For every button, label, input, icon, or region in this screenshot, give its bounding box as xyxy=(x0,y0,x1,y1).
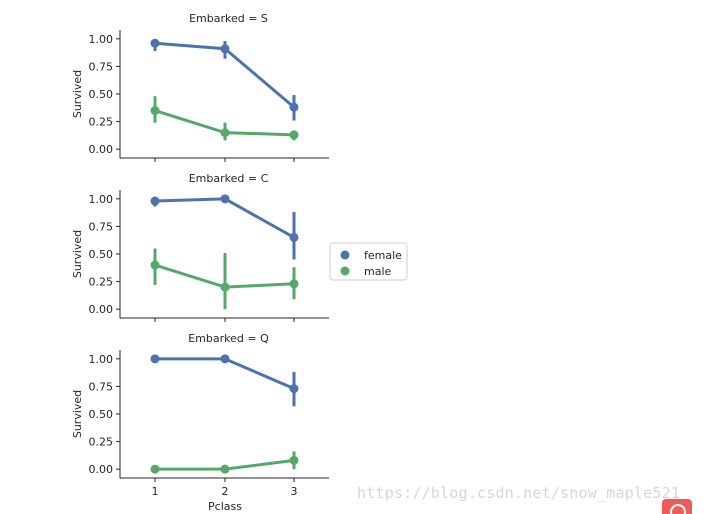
y-tick-label: 0.25 xyxy=(89,116,114,129)
data-point-female xyxy=(220,194,230,204)
data-point-female xyxy=(150,38,160,48)
data-point-male xyxy=(289,130,299,140)
y-tick-label: 0.25 xyxy=(89,436,114,449)
y-axis-label: Survived xyxy=(71,230,84,278)
y-tick-label: 0.75 xyxy=(89,220,114,233)
x-tick-label: 3 xyxy=(291,485,298,498)
data-point-male xyxy=(220,128,230,138)
x-axis-label: Pclass xyxy=(208,500,242,513)
y-tick-label: 1.00 xyxy=(89,33,114,46)
data-point-male xyxy=(150,106,160,116)
x-tick-label: 1 xyxy=(152,485,159,498)
legend-label-female: female xyxy=(364,249,402,262)
panel-title: Embarked = S xyxy=(189,12,268,25)
data-point-male xyxy=(150,464,160,474)
panel-title: Embarked = C xyxy=(189,172,269,185)
data-point-male xyxy=(220,282,230,292)
y-tick-label: 0.75 xyxy=(89,380,114,393)
x-tick-label: 2 xyxy=(222,485,229,498)
y-axis-label: Survived xyxy=(71,70,84,118)
data-point-female xyxy=(220,44,230,54)
y-tick-label: 0.50 xyxy=(89,88,114,101)
y-tick-label: 0.00 xyxy=(89,143,114,156)
y-tick-label: 0.25 xyxy=(89,276,114,289)
data-point-male xyxy=(289,279,299,289)
y-tick-label: 0.75 xyxy=(89,60,114,73)
data-point-female xyxy=(150,196,160,206)
data-point-female xyxy=(289,384,299,394)
y-tick-label: 0.00 xyxy=(89,303,114,316)
data-point-male xyxy=(150,260,160,270)
y-tick-label: 0.50 xyxy=(89,408,114,421)
y-axis-label: Survived xyxy=(71,390,84,438)
panel-title: Embarked = Q xyxy=(188,332,269,345)
y-tick-label: 0.50 xyxy=(89,248,114,261)
series-line-female xyxy=(153,197,296,239)
legend-marker-male xyxy=(340,266,350,276)
data-point-female xyxy=(289,102,299,112)
legend-marker-female xyxy=(340,250,350,260)
data-point-female xyxy=(150,354,160,364)
data-point-female xyxy=(289,232,299,242)
watermark-url: https://blog.csdn.net/snow_maple521 xyxy=(357,484,681,502)
y-tick-label: 1.00 xyxy=(89,353,114,366)
data-point-male xyxy=(220,464,230,474)
y-tick-label: 0.00 xyxy=(89,463,114,476)
corner-badge-icon[interactable] xyxy=(662,499,692,514)
y-tick-label: 1.00 xyxy=(89,193,114,206)
data-point-male xyxy=(289,455,299,465)
data-point-female xyxy=(220,354,230,364)
legend-label-male: male xyxy=(364,265,392,278)
